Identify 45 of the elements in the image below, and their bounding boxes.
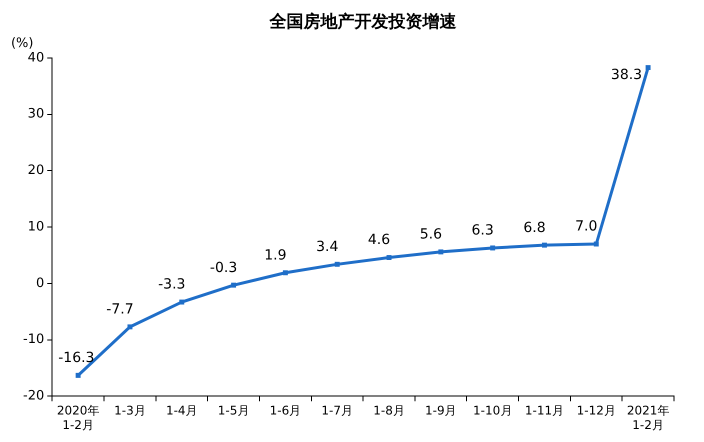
data-label: 5.6 bbox=[420, 226, 442, 243]
data-label: 7.0 bbox=[575, 218, 598, 235]
data-label: 3.4 bbox=[316, 238, 338, 255]
data-label: 1.9 bbox=[264, 247, 287, 264]
y-tick-label: -10 bbox=[23, 332, 44, 348]
x-tick-label: 1-8月 bbox=[373, 404, 405, 418]
point bbox=[282, 270, 288, 276]
point bbox=[231, 282, 236, 288]
point bbox=[490, 245, 496, 250]
point bbox=[127, 324, 132, 330]
data-label: 6.8 bbox=[523, 220, 546, 236]
y-tick-label: 20 bbox=[28, 163, 44, 178]
x-tick-label: 1-6月 bbox=[270, 404, 302, 418]
data-label: -16.3 bbox=[58, 350, 94, 366]
point bbox=[179, 300, 184, 305]
x-tick-label: 1-12月 bbox=[576, 404, 616, 418]
point bbox=[646, 65, 651, 70]
point bbox=[542, 242, 547, 248]
x-tick-label: 2021年 1-2月 bbox=[626, 404, 670, 432]
x-tick-label: 1-3月 bbox=[114, 404, 146, 418]
x-tick-label: 1-7月 bbox=[321, 404, 354, 418]
y-tick-label: 0 bbox=[36, 276, 44, 291]
x-tick-label: 1-10月 bbox=[473, 404, 512, 418]
y-tick-label: 10 bbox=[28, 219, 44, 234]
data-label: 6.3 bbox=[472, 222, 494, 239]
data-label: 4.6 bbox=[368, 232, 390, 248]
data-label: 38.3 bbox=[610, 67, 642, 84]
chart-title: 全国房地产开发投资增速 bbox=[268, 12, 457, 32]
point bbox=[76, 372, 81, 378]
x-tick-label: 1-5月 bbox=[218, 404, 250, 418]
point bbox=[334, 262, 340, 267]
y-tick-label: 40 bbox=[28, 50, 44, 66]
y-axis-title: (%) bbox=[10, 36, 34, 51]
x-tick-label: 1-9月 bbox=[425, 404, 457, 418]
x-tick-label: 1-11月 bbox=[524, 404, 564, 418]
x-tick-label: 2020年 1-2月 bbox=[56, 404, 100, 432]
data-label: -3.3 bbox=[158, 276, 186, 293]
data-label: -7.7 bbox=[106, 302, 134, 318]
point bbox=[594, 242, 599, 246]
x-tick-label: 1-4月 bbox=[166, 404, 198, 418]
point bbox=[438, 249, 444, 254]
data-label: -0.3 bbox=[210, 260, 238, 276]
point bbox=[386, 255, 392, 260]
y-tick-label: -20 bbox=[23, 388, 44, 404]
y-tick-label: 30 bbox=[28, 106, 44, 122]
